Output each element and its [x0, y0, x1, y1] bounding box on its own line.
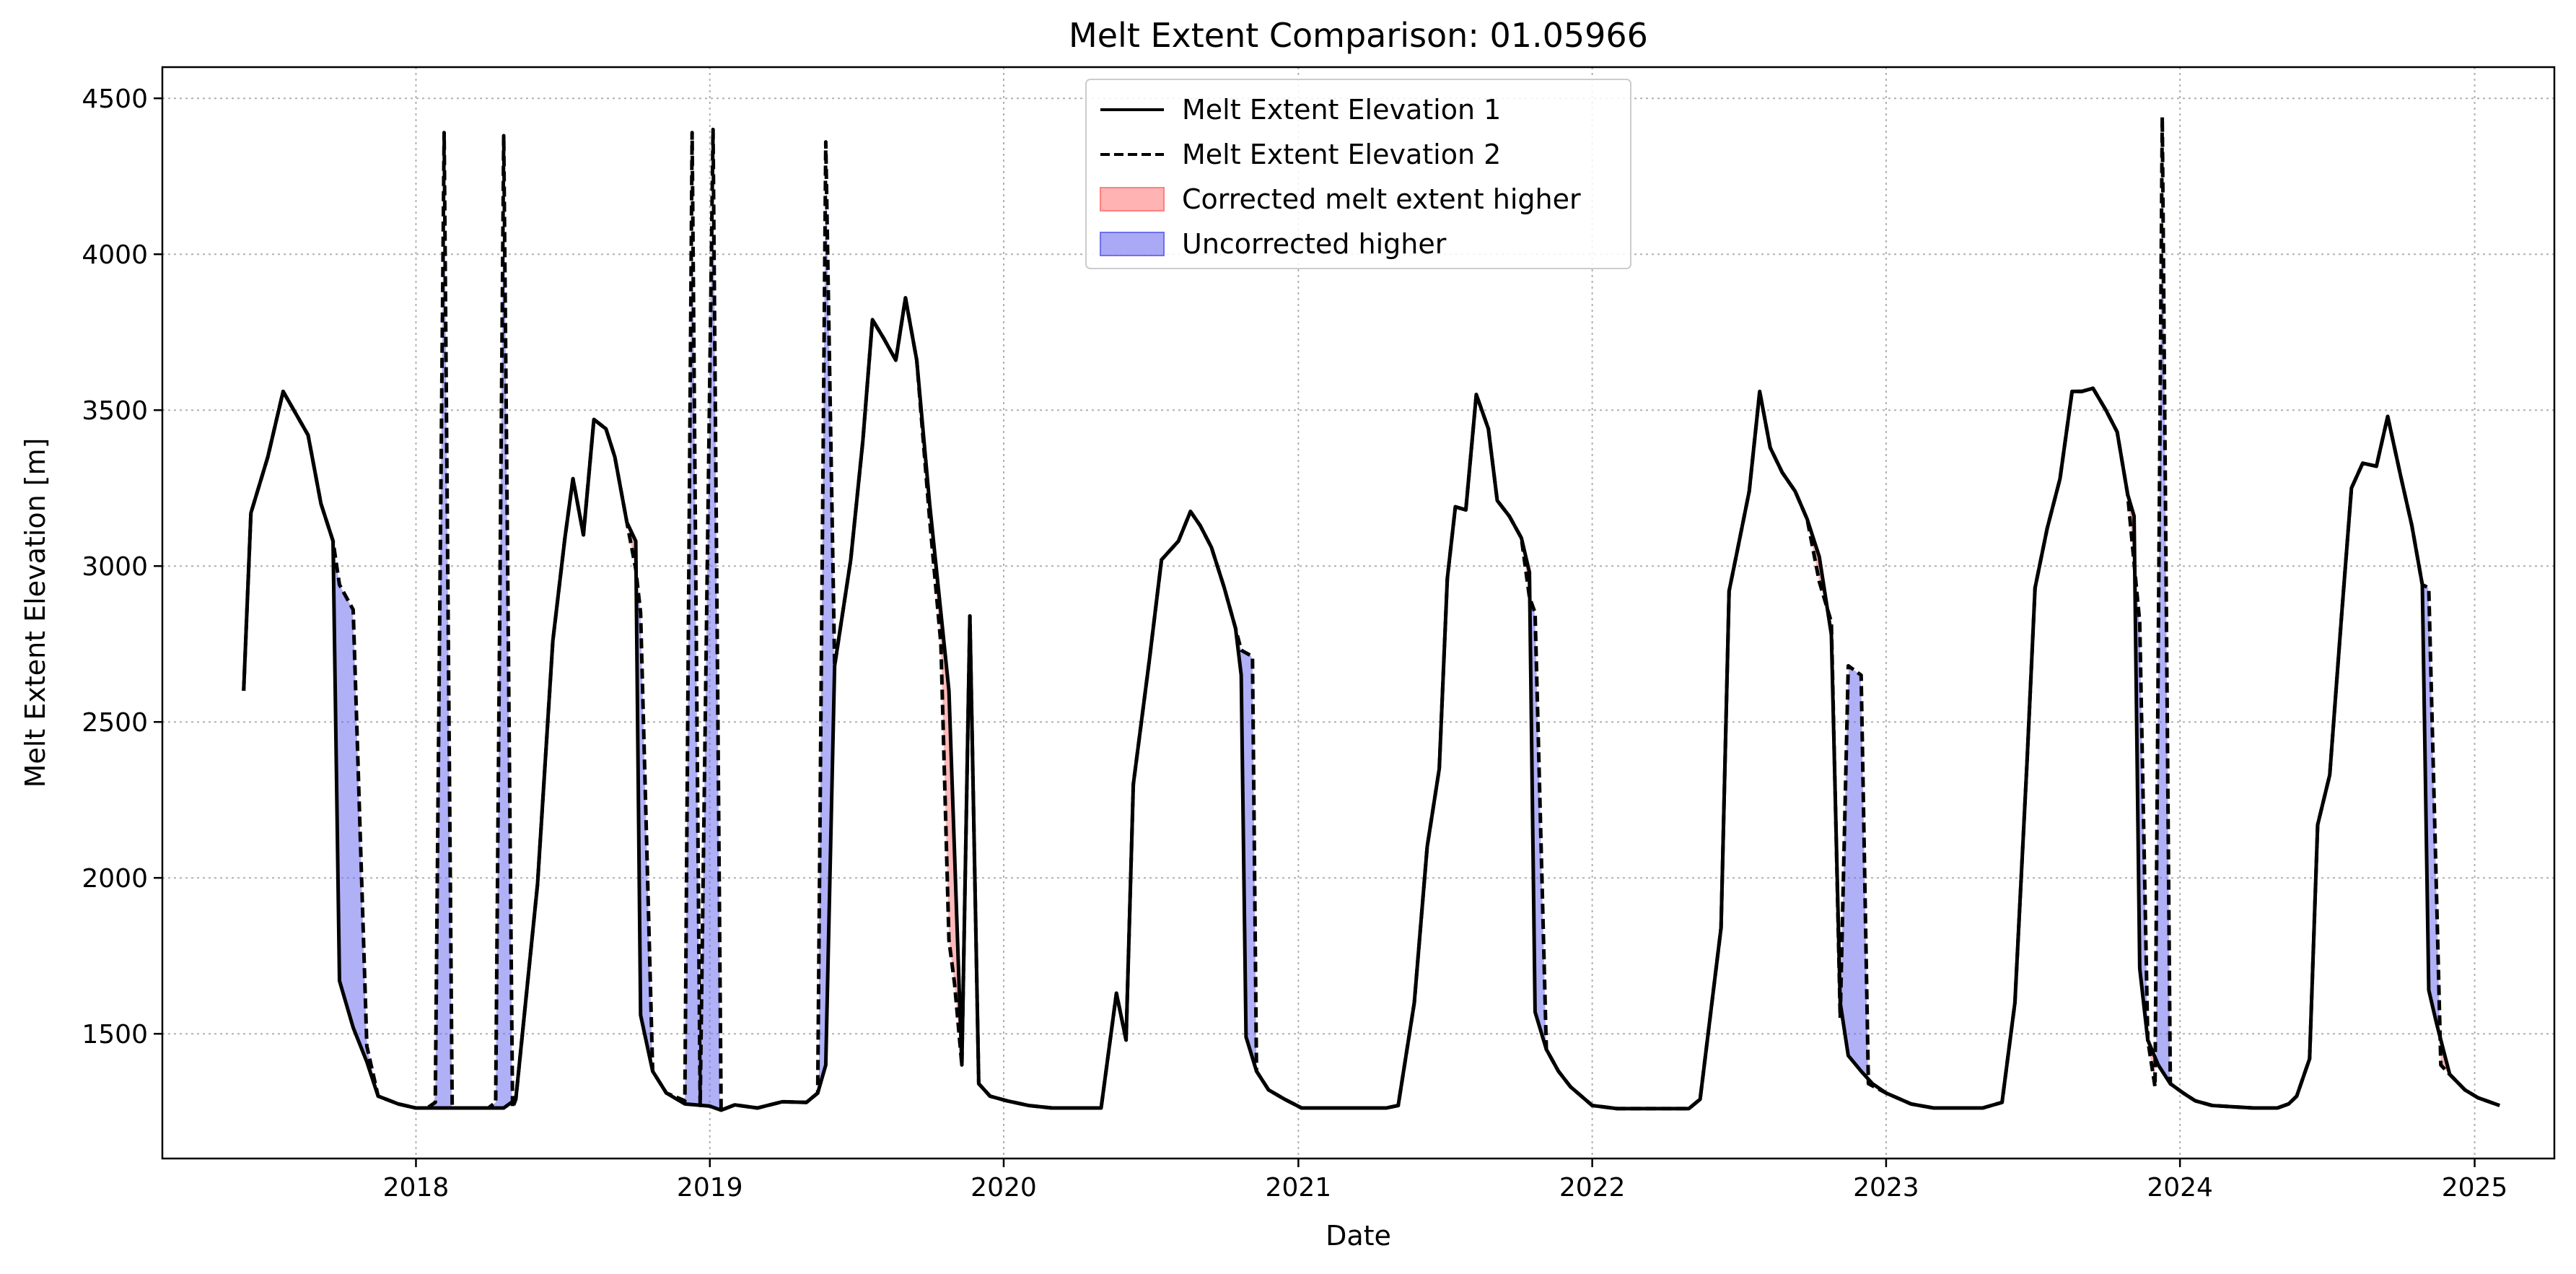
corrected-higher-area: [919, 387, 961, 1051]
series-line-elevation-2: [242, 115, 2500, 1112]
y-tick-label: 4500: [82, 84, 148, 114]
x-tick-label: 2021: [1266, 1173, 1332, 1203]
legend: Melt Extent Elevation 1 Melt Extent Elev…: [1085, 79, 1631, 269]
uncorrected-higher-area: [2423, 585, 2440, 1035]
x-tick-label: 2022: [1559, 1173, 1626, 1203]
uncorrected-higher-area: [333, 546, 377, 1091]
legend-symbol-corrected-higher: [1100, 187, 1165, 211]
legend-label-corrected-higher: Corrected melt extent higher: [1182, 183, 1581, 215]
plot-frame: [161, 66, 2556, 1160]
series-lines: [242, 115, 2500, 1112]
legend-box: [1085, 79, 1631, 269]
legend-label-elevation-2: Melt Extent Elevation 2: [1182, 139, 1501, 170]
chart-title: Melt Extent Comparison: 01.05966: [1069, 16, 1648, 55]
y-tick-label: 4000: [82, 240, 148, 270]
x-tick-label: 2025: [2442, 1173, 2508, 1203]
x-tick-label: 2024: [2147, 1173, 2213, 1203]
uncorrected-higher-area: [490, 205, 512, 1109]
x-axis-ticks: 2018 2019 2020 2021 2022 2023 2024 2025: [383, 1159, 2508, 1203]
uncorrected-higher-area: [2134, 571, 2148, 1037]
x-tick-label: 2019: [677, 1173, 743, 1203]
y-axis-ticks: 1500 2000 2500 3000 3500 4000 4500: [82, 84, 162, 1050]
y-tick-label: 3000: [82, 552, 148, 582]
legend-label-uncorrected-higher: Uncorrected higher: [1182, 228, 1447, 260]
y-axis-label: Melt Extent Elevation [m]: [19, 438, 51, 788]
x-tick-label: 2020: [971, 1173, 1037, 1203]
y-tick-label: 1500: [82, 1020, 148, 1050]
x-tick-label: 2018: [383, 1173, 450, 1203]
uncorrected-higher-area: [2156, 141, 2170, 1083]
y-tick-label: 2000: [82, 864, 148, 894]
y-tick-label: 2500: [82, 708, 148, 738]
legend-label-elevation-1: Melt Extent Elevation 1: [1182, 94, 1501, 126]
y-tick-label: 3500: [82, 396, 148, 426]
x-tick-label: 2023: [1853, 1173, 1919, 1203]
legend-symbol-uncorrected-higher: [1100, 232, 1165, 256]
x-axis-label: Date: [1326, 1220, 1391, 1252]
uncorrected-higher-area: [1236, 631, 1257, 1071]
